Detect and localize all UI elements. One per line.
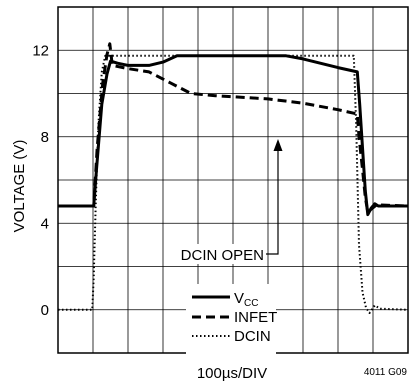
x-axis-label: 100µs/DIV (197, 365, 267, 382)
annotation-label: DCIN OPEN (181, 247, 264, 264)
legend-label-dcin: DCIN (234, 328, 271, 345)
legend-item-dcin: DCIN (192, 328, 271, 345)
y-tick-label: 0 (41, 302, 49, 319)
legend-label-vcc: VCC (234, 290, 258, 309)
legend-item-infet: INFET (192, 309, 277, 326)
y-tick-label: 8 (41, 129, 49, 146)
series-line-infet (58, 42, 409, 214)
y-tick-labels: 0 4 8 12 (32, 42, 49, 319)
series-line-dcin (58, 54, 409, 314)
y-tick-label: 4 (41, 215, 49, 232)
legend-label-vcc-base: V (234, 290, 244, 307)
legend: VCC INFET DCIN (186, 284, 277, 358)
grid (58, 7, 408, 353)
series-layer (58, 42, 409, 314)
figure-code: 4011 G09 (364, 367, 408, 378)
legend-label-infet: INFET (234, 309, 277, 326)
legend-label-vcc-sub: CC (244, 298, 258, 309)
annotation-background (180, 244, 264, 264)
y-axis-label: VOLTAGE (V) (11, 140, 28, 233)
annotation-arrowhead (273, 139, 283, 151)
annotation: DCIN OPEN (180, 139, 283, 264)
legend-item-vcc: VCC (192, 290, 258, 309)
annotation-leader (266, 151, 279, 255)
y-tick-label: 12 (32, 42, 49, 59)
